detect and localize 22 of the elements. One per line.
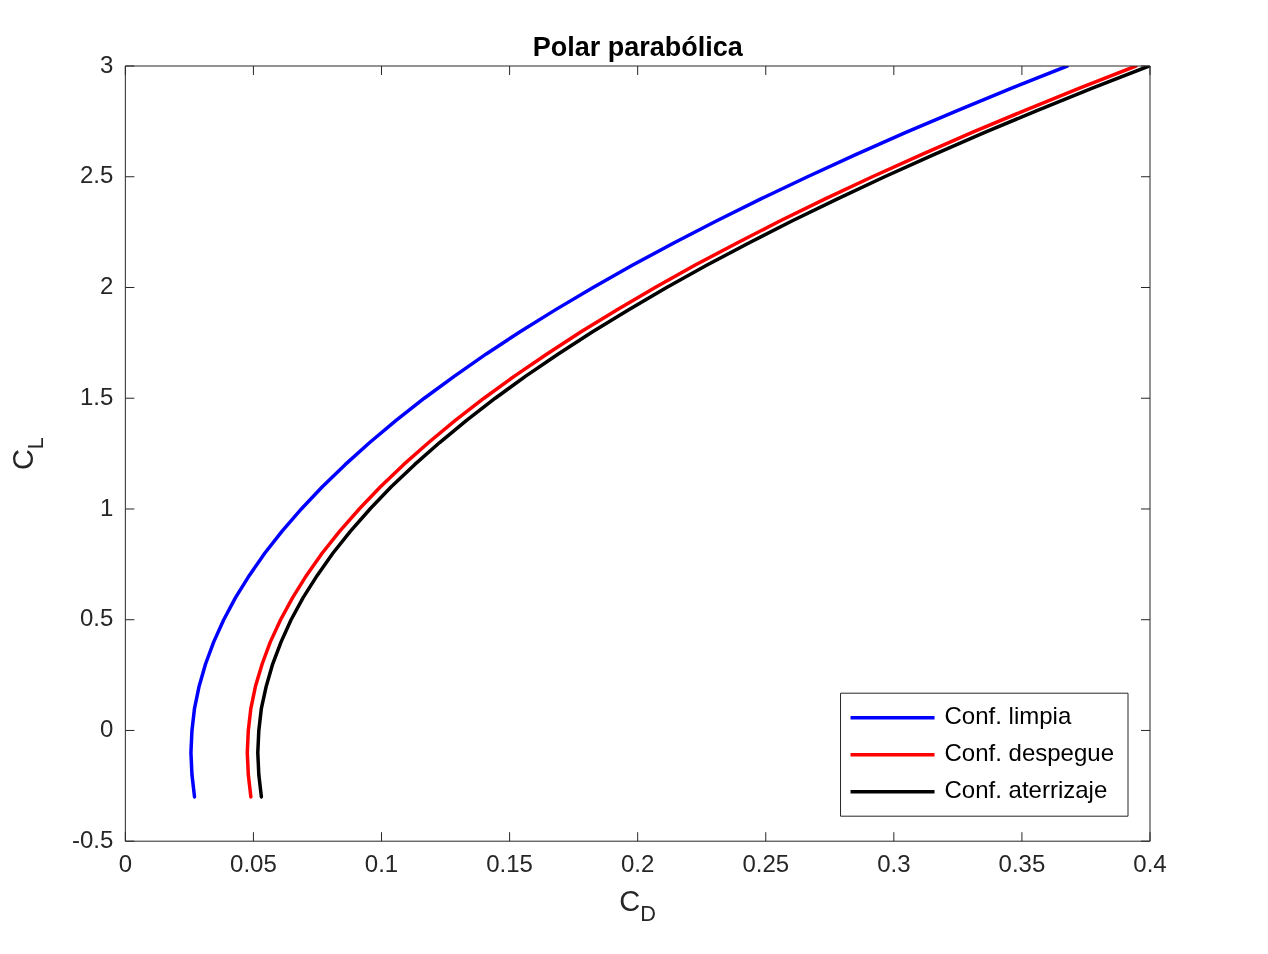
- legend-label: Conf. limpia: [944, 702, 1072, 730]
- x-tick-label: 0.05: [230, 850, 277, 878]
- legend-label: Conf. despegue: [944, 739, 1114, 767]
- x-tick-label: 0.25: [742, 850, 790, 878]
- y-tick-label: 1.5: [79, 382, 114, 410]
- y-tick-label: 2.5: [79, 161, 114, 189]
- y-tick-label: 0.5: [79, 604, 114, 632]
- y-tick-label: 2: [100, 272, 114, 300]
- y-tick-label: 0: [100, 715, 114, 743]
- x-tick-label: 0.1: [364, 850, 399, 878]
- y-tick-label: 3: [100, 50, 114, 78]
- x-tick-label: 0: [118, 850, 133, 878]
- x-tick-label: 0.35: [998, 850, 1046, 878]
- chart-title: Polar parabólica: [532, 31, 744, 62]
- x-tick-label: 0.2: [620, 850, 655, 878]
- y-tick-label: -0.5: [72, 825, 114, 853]
- y-axis-title: CL: [7, 437, 48, 471]
- x-tick-label: 0.3: [877, 850, 911, 878]
- x-tick-label: 0.15: [486, 850, 533, 878]
- x-tick-label: 0.4: [1133, 850, 1167, 878]
- legend-label: Conf. aterrizaje: [944, 776, 1108, 804]
- y-tick-label: 1: [100, 493, 114, 521]
